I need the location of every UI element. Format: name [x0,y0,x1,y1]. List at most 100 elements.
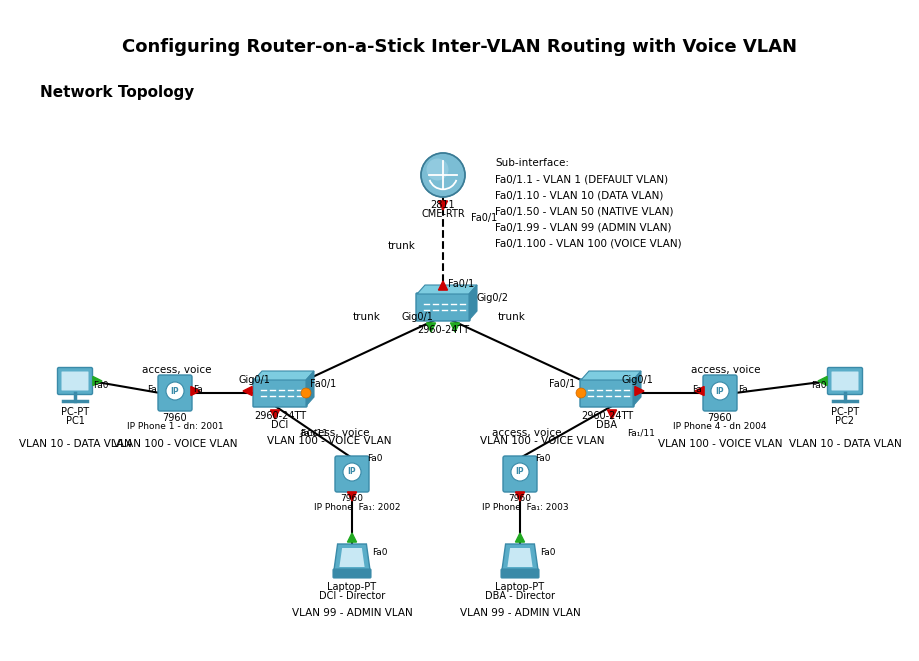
Text: DBA: DBA [596,420,617,430]
Polygon shape [347,492,357,501]
Text: Laptop-PT: Laptop-PT [327,582,376,592]
Text: Gig0/1: Gig0/1 [401,312,433,322]
Polygon shape [515,492,524,501]
Polygon shape [426,323,435,332]
Polygon shape [632,371,641,406]
Circle shape [426,159,448,180]
Text: Fa0: Fa0 [371,548,387,557]
FancyBboxPatch shape [503,456,537,492]
Text: Fa0: Fa0 [93,381,108,390]
Text: trunk: trunk [353,312,380,322]
Polygon shape [502,544,538,570]
Polygon shape [339,548,364,567]
Text: PC2: PC2 [834,416,854,426]
Text: Fa: Fa [147,385,157,394]
FancyBboxPatch shape [253,379,307,407]
Polygon shape [191,387,199,395]
FancyBboxPatch shape [501,569,539,578]
Text: 2960-24TT: 2960-24TT [580,411,632,421]
FancyBboxPatch shape [579,379,633,407]
Text: VLAN 99 - ADMIN VLAN: VLAN 99 - ADMIN VLAN [291,608,412,618]
FancyBboxPatch shape [57,368,93,395]
Polygon shape [817,377,826,385]
Text: Fa₁/11: Fa₁/11 [300,429,327,438]
Polygon shape [507,548,532,567]
Text: 7960: 7960 [163,413,187,423]
Text: 7960: 7960 [508,494,531,503]
Text: PC-PT: PC-PT [830,407,858,417]
Polygon shape [469,285,476,320]
Polygon shape [581,371,641,380]
Text: Fa0: Fa0 [535,454,550,463]
Text: Fa0/1.100 - VLAN 100 (VOICE VLAN): Fa0/1.100 - VLAN 100 (VOICE VLAN) [494,238,681,248]
Text: Gig0/1: Gig0/1 [621,375,653,385]
FancyBboxPatch shape [415,293,470,321]
Text: IP Phone 1 - dn: 2001: IP Phone 1 - dn: 2001 [127,422,223,431]
Circle shape [510,463,528,481]
Text: VLAN 99 - ADMIN VLAN: VLAN 99 - ADMIN VLAN [460,608,580,618]
Text: PC-PT: PC-PT [61,407,89,417]
Text: IP Phone  Fa₁: 2003: IP Phone Fa₁: 2003 [482,503,568,512]
Circle shape [421,153,464,197]
Text: VLAN 100 - VOICE VLAN: VLAN 100 - VOICE VLAN [267,436,391,446]
Text: Laptop-PT: Laptop-PT [495,582,544,592]
Text: CME-RTR: CME-RTR [421,209,464,219]
Circle shape [301,388,311,398]
Text: VLAN 100 - VOICE VLAN: VLAN 100 - VOICE VLAN [657,439,781,449]
Text: IP: IP [347,467,356,477]
Text: access, voice: access, voice [300,428,369,438]
Text: trunk: trunk [497,312,526,322]
Text: VLAN 10 - DATA VLAN: VLAN 10 - DATA VLAN [788,439,901,449]
Text: Fa0/1: Fa0/1 [548,379,574,389]
Text: Gig0/2: Gig0/2 [476,293,508,303]
Circle shape [343,463,360,481]
Polygon shape [270,410,279,419]
Polygon shape [254,371,313,380]
Text: Fa0: Fa0 [811,381,826,390]
Text: Configuring Router-on-a-Stick Inter-VLAN Routing with Voice VLAN: Configuring Router-on-a-Stick Inter-VLAN… [122,38,797,56]
Text: DCI: DCI [271,420,289,430]
Text: 2811: 2811 [430,200,455,210]
Text: 7960: 7960 [340,494,363,503]
Polygon shape [450,323,460,332]
Circle shape [165,382,184,400]
Text: Fa₁/11: Fa₁/11 [627,429,654,438]
FancyBboxPatch shape [333,569,370,578]
Text: Fa0/1: Fa0/1 [471,213,496,223]
Text: 2960-24TT: 2960-24TT [416,325,469,335]
Text: Fa0: Fa0 [367,454,382,463]
Text: Fa0/1.50 - VLAN 50 (NATIVE VLAN): Fa0/1.50 - VLAN 50 (NATIVE VLAN) [494,206,673,216]
Text: Fa0/1: Fa0/1 [448,279,473,289]
Text: IP Phone 4 - dn 2004: IP Phone 4 - dn 2004 [673,422,766,431]
Text: trunk: trunk [388,241,415,251]
Text: IP: IP [516,467,524,477]
Text: VLAN 10 - DATA VLAN: VLAN 10 - DATA VLAN [18,439,131,449]
Text: Gig0/1: Gig0/1 [238,375,269,385]
Polygon shape [306,371,313,406]
Polygon shape [334,544,369,570]
Text: Fa0/1.1 - VLAN 1 (DEFAULT VLAN): Fa0/1.1 - VLAN 1 (DEFAULT VLAN) [494,174,667,184]
Text: access, voice: access, voice [690,365,760,375]
Text: Fa0: Fa0 [539,548,555,557]
Polygon shape [607,410,616,419]
FancyBboxPatch shape [158,375,192,411]
Polygon shape [634,387,643,395]
Text: DBA - Director: DBA - Director [484,591,554,601]
Polygon shape [93,377,102,385]
Text: Fa0/1: Fa0/1 [310,379,335,389]
Polygon shape [416,285,476,294]
FancyBboxPatch shape [826,368,862,395]
Polygon shape [243,387,252,395]
Text: Fa: Fa [737,385,747,394]
Polygon shape [438,281,447,290]
Text: 7960: 7960 [707,413,732,423]
Text: VLAN 100 - VOICE VLAN: VLAN 100 - VOICE VLAN [113,439,237,449]
Circle shape [710,382,728,400]
Text: Fa: Fa [691,385,701,394]
FancyBboxPatch shape [62,371,88,391]
FancyBboxPatch shape [831,371,857,391]
Text: IP: IP [171,387,179,395]
Text: 2960-24TT: 2960-24TT [254,411,306,421]
Text: DCI - Director: DCI - Director [319,591,385,601]
Text: access, voice: access, voice [492,428,561,438]
